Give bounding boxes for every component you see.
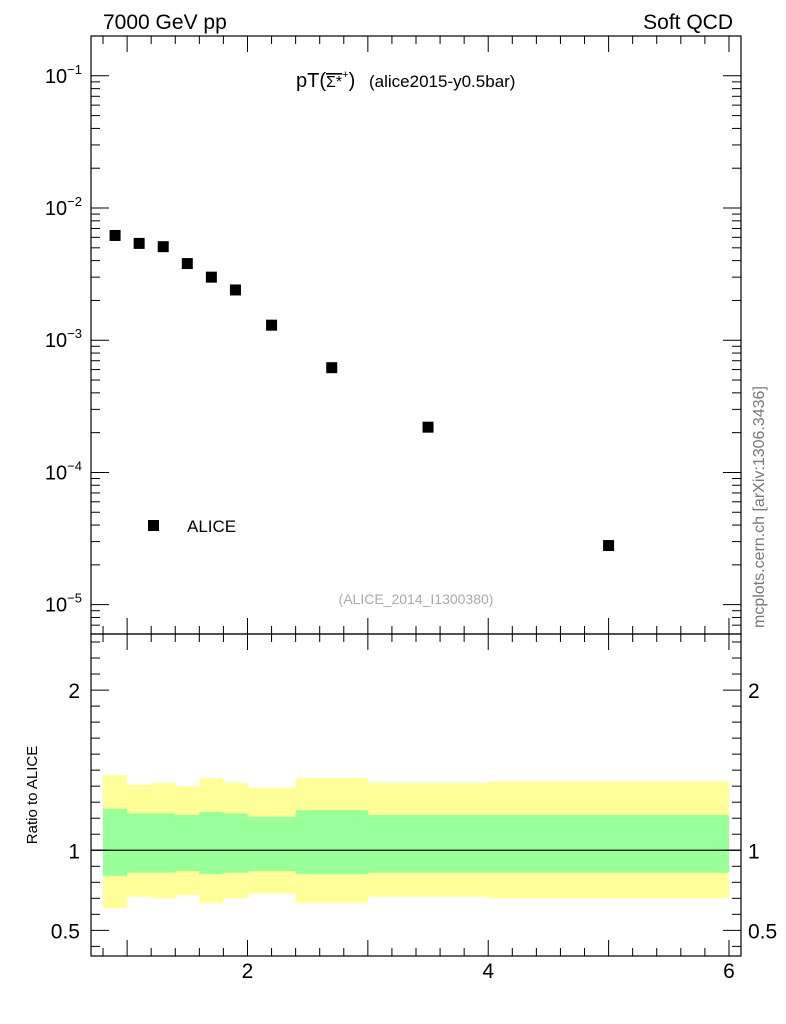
y-tick-exponent: −4 — [67, 458, 82, 473]
legend-label: ALICE — [187, 517, 236, 536]
spectrum-panel: 10−510−410−310−210−1 pT(Σ*+) (alice2015-… — [45, 35, 742, 635]
ratio-y-label-left: 0.5 — [51, 920, 80, 943]
title-symbol: Σ* — [326, 74, 342, 91]
data-point — [181, 258, 193, 270]
legend-marker — [148, 520, 159, 531]
y-tick-mantissa: 10 — [45, 462, 67, 484]
analysis-id: (ALICE_2014_I1300380) — [339, 591, 494, 607]
ratio-y-label-left: 1 — [68, 840, 80, 863]
ratio-ylabel: Ratio to ALICE — [24, 746, 41, 844]
category-label: Soft QCD — [643, 11, 733, 34]
top-ticks: 10−510−410−310−210−1 — [45, 35, 741, 635]
ratio-y-label-right: 0.5 — [748, 920, 777, 943]
y-tick-label: 10−1 — [45, 62, 82, 88]
data-point — [266, 319, 278, 331]
title-close: ) — [349, 70, 356, 92]
ratio-y-label-right: 2 — [748, 680, 760, 703]
y-tick-label: 10−5 — [45, 591, 82, 617]
plot-title: pT(Σ*+) — [296, 69, 355, 92]
y-tick-exponent: −2 — [67, 194, 82, 209]
title-main: pT( — [296, 70, 326, 92]
data-points — [109, 229, 615, 552]
ratio-panel: 0.5 0.5 1 1 2 2 2 4 6 Ratio to ALICE — [24, 633, 777, 983]
data-point — [133, 237, 145, 249]
data-point — [603, 540, 615, 552]
data-point — [109, 229, 121, 241]
y-tick-label: 10−4 — [45, 458, 82, 484]
top-frame — [90, 35, 742, 635]
data-point — [422, 421, 434, 433]
y-tick-label: 10−3 — [45, 326, 82, 352]
ratio-y-label-left: 2 — [68, 680, 80, 703]
y-tick-mantissa: 10 — [45, 330, 67, 352]
data-point — [205, 271, 217, 283]
data-point — [229, 284, 241, 296]
source-label: mcplots.cern.ch [arXiv:1306.3436] — [751, 386, 768, 628]
x-tick-label: 4 — [482, 960, 494, 983]
inner-band — [103, 808, 729, 876]
y-tick-mantissa: 10 — [45, 595, 67, 617]
y-tick-mantissa: 10 — [45, 198, 67, 220]
plot-subtitle: (alice2015-y0.5bar) — [369, 72, 515, 91]
y-tick-label: 10−2 — [45, 194, 82, 220]
y-tick-exponent: −5 — [67, 591, 82, 606]
data-point — [157, 241, 169, 253]
x-tick-label: 6 — [723, 960, 735, 983]
bottom-ticks: 0.5 0.5 1 1 2 2 2 4 6 — [51, 634, 777, 983]
energy-label: 7000 GeV pp — [103, 11, 227, 34]
data-point — [326, 362, 338, 374]
ratio-y-label-right: 1 — [748, 840, 760, 863]
y-tick-exponent: −1 — [67, 62, 82, 77]
y-tick-mantissa: 10 — [45, 66, 67, 88]
title-superscript: + — [342, 69, 348, 81]
uncertainty-bands — [91, 774, 741, 908]
x-tick-label: 2 — [242, 960, 254, 983]
bottom-frame — [90, 633, 742, 957]
y-tick-exponent: −3 — [67, 326, 82, 341]
